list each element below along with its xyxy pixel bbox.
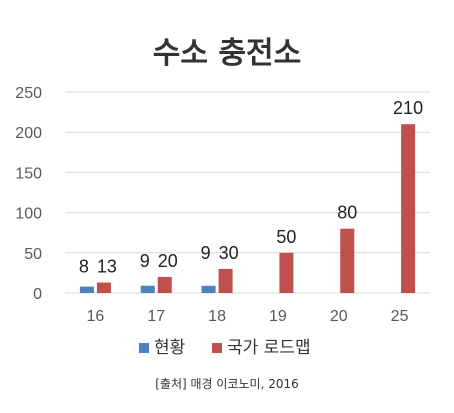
bar-roadmap <box>340 228 355 293</box>
legend: 현황 국가 로드맵 <box>139 338 311 358</box>
y-tick-label: 200 <box>15 125 42 142</box>
source-note: [출처] 매경 이코노미, 2016 <box>155 377 298 391</box>
x-tick-label: 25 <box>391 308 409 325</box>
x-tick-label: 17 <box>147 308 165 325</box>
data-label: 9 <box>140 251 150 271</box>
data-label: 50 <box>276 227 296 247</box>
y-axis-ticks: 0 50 100 150 200 250 <box>15 85 42 303</box>
bar-roadmap <box>218 268 233 293</box>
legend-swatch-roadmap <box>212 343 222 353</box>
y-tick-label: 100 <box>15 206 42 223</box>
y-tick-label: 150 <box>15 165 42 182</box>
bar-current <box>79 286 94 293</box>
y-tick-label: 0 <box>33 286 42 303</box>
x-tick-label: 19 <box>269 308 287 325</box>
bars <box>79 124 416 293</box>
bar-current <box>140 285 155 293</box>
data-label: 210 <box>393 98 423 118</box>
x-tick-label: 16 <box>87 308 105 325</box>
y-tick-label: 50 <box>24 246 42 263</box>
data-label: 9 <box>201 243 211 263</box>
data-label: 8 <box>79 257 89 277</box>
legend-swatch-current <box>139 343 149 353</box>
bar-roadmap <box>279 252 294 293</box>
x-axis-ticks: 16 17 18 19 20 25 <box>87 308 409 325</box>
data-label: 20 <box>158 251 178 271</box>
x-tick-label: 18 <box>208 308 226 325</box>
y-tick-label: 250 <box>15 85 42 102</box>
data-labels: 8 13 9 20 9 30 50 80 210 <box>79 98 423 276</box>
bar-current <box>201 285 216 293</box>
data-label: 80 <box>337 203 357 223</box>
bar-roadmap <box>96 282 111 293</box>
legend-label-roadmap: 국가 로드맵 <box>227 338 311 358</box>
x-tick-label: 20 <box>330 308 348 325</box>
chart-title: 수소 충전소 <box>153 36 301 71</box>
bar-roadmap <box>157 276 172 293</box>
bar-roadmap <box>401 124 416 293</box>
data-label: 13 <box>97 257 117 277</box>
legend-label-current: 현황 <box>154 338 185 358</box>
data-label: 30 <box>219 243 239 263</box>
gridlines <box>65 91 430 294</box>
